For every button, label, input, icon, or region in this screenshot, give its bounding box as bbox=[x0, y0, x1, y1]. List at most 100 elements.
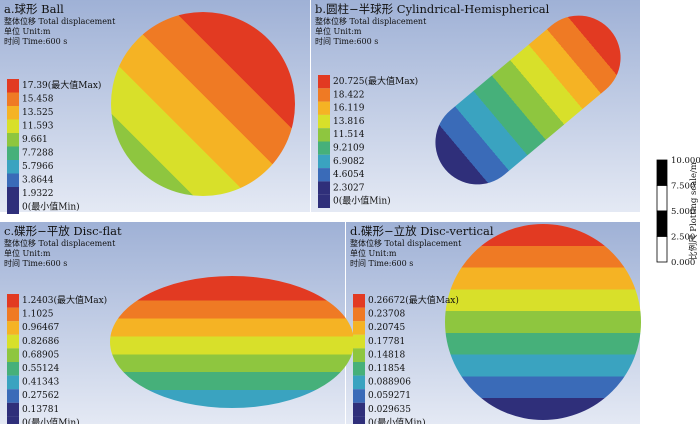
legend-swatch bbox=[7, 362, 19, 376]
legend-swatch bbox=[7, 348, 19, 362]
legend-swatch bbox=[7, 106, 19, 120]
legend-label: 0.96467 bbox=[22, 323, 59, 333]
legend-label: 0.82686 bbox=[22, 337, 59, 347]
legend-label: 0(最小值Min) bbox=[22, 201, 80, 213]
panel-title: c.碟形−平放 Disc-flat bbox=[4, 224, 122, 238]
legend-label: 13.816 bbox=[333, 117, 365, 127]
legend-label: 0.20745 bbox=[368, 323, 405, 333]
scale-tick: 2.500 bbox=[671, 233, 695, 243]
legend-label: 11.514 bbox=[333, 130, 365, 140]
legend-swatch bbox=[353, 348, 365, 362]
legend-swatch bbox=[318, 181, 330, 195]
legend-swatch bbox=[318, 168, 330, 182]
legend-label: 18.422 bbox=[333, 90, 365, 100]
scale-tick: 5.000 bbox=[671, 207, 695, 217]
legend-swatch bbox=[7, 92, 19, 106]
legend-swatch bbox=[7, 200, 19, 214]
legend-swatch bbox=[353, 375, 365, 390]
legend-swatch bbox=[318, 88, 330, 102]
legend-label: 0.55124 bbox=[22, 364, 59, 374]
time: 时间 Time:600 s bbox=[4, 258, 67, 268]
legend-label: 1.9322 bbox=[22, 189, 54, 199]
legend-label: 0.059271 bbox=[368, 391, 411, 401]
legend-swatch bbox=[318, 128, 330, 142]
legend-swatch bbox=[7, 79, 19, 93]
legend-label: 1.1025 bbox=[22, 310, 54, 320]
legend-label: 2.3027 bbox=[333, 183, 365, 193]
legend-swatch bbox=[353, 307, 365, 322]
legend-swatch bbox=[318, 75, 330, 89]
legend-label: 0.41343 bbox=[22, 378, 59, 388]
legend-swatch bbox=[318, 114, 330, 129]
time: 时间 Time:600 s bbox=[315, 36, 378, 46]
legend-label: 0.088906 bbox=[368, 378, 411, 388]
legend-swatch bbox=[353, 389, 365, 403]
scale-segment bbox=[656, 159, 668, 186]
legend-swatch bbox=[7, 119, 19, 133]
scale-label: 比例尺 Plotting scale/m bbox=[688, 162, 699, 260]
legend-label: 5.7966 bbox=[22, 162, 54, 172]
unit: 单位 Unit:m bbox=[4, 248, 51, 258]
legend-swatch bbox=[7, 321, 19, 335]
panel-title: d.碟形−立放 Disc-vertical bbox=[350, 224, 494, 238]
panel-title: b.圆柱−半球形 Cylindrical-Hemispherical bbox=[315, 2, 550, 16]
time: 时间 Time:600 s bbox=[4, 36, 67, 46]
legend-label: 0.029635 bbox=[368, 405, 411, 415]
legend-label: 9.2109 bbox=[333, 144, 365, 154]
legend-swatch bbox=[353, 402, 365, 417]
legend-swatch bbox=[7, 133, 19, 147]
legend-label: 13.525 bbox=[22, 108, 54, 118]
time: 时间 Time:600 s bbox=[350, 258, 413, 268]
legend-swatch bbox=[7, 402, 19, 417]
legend-swatch bbox=[353, 294, 365, 308]
ball-model bbox=[111, 12, 295, 196]
legend-label: 17.39(最大值Max) bbox=[22, 79, 101, 91]
legend-label: 20.725(最大值Max) bbox=[333, 75, 418, 87]
scale-tick: 0.000 bbox=[671, 258, 695, 268]
legend-label: 0.27562 bbox=[22, 391, 59, 401]
capsule-model bbox=[435, 15, 621, 185]
legend-swatch bbox=[7, 187, 19, 201]
legend-label: 0.17781 bbox=[368, 337, 405, 347]
scale-tick: 10.000 bbox=[671, 156, 700, 166]
legend-swatch bbox=[7, 334, 19, 349]
legend-swatch bbox=[318, 141, 330, 155]
legend-swatch bbox=[7, 294, 19, 308]
legend-label: 0(最小值Min) bbox=[333, 195, 391, 207]
legend-swatch bbox=[7, 160, 19, 174]
legend-label: 9.661 bbox=[22, 135, 48, 145]
legend-swatch bbox=[353, 416, 365, 424]
disc-flat-model bbox=[110, 276, 354, 408]
legend-label: 0.26672(最大值Max) bbox=[368, 294, 459, 306]
quantity: 整体位移 Total displacement bbox=[4, 16, 116, 26]
unit: 单位 Unit:m bbox=[4, 26, 51, 36]
legend-label: 4.6054 bbox=[333, 170, 365, 180]
panel-title: a.球形 Ball bbox=[4, 2, 64, 16]
scale-segment bbox=[656, 236, 668, 263]
legend-label: 15.458 bbox=[22, 95, 54, 105]
scale-segment bbox=[656, 185, 668, 212]
unit: 单位 Unit:m bbox=[315, 26, 362, 36]
legend-swatch bbox=[7, 146, 19, 160]
legend-label: 3.8644 bbox=[22, 176, 54, 186]
legend-swatch bbox=[318, 154, 330, 169]
unit: 单位 Unit:m bbox=[350, 248, 397, 258]
legend-swatch bbox=[318, 194, 330, 208]
legend-swatch bbox=[353, 362, 365, 376]
legend-label: 0(最小值Min) bbox=[22, 416, 80, 424]
legend-label: 6.9082 bbox=[333, 157, 365, 167]
scale-tick: 7.500 bbox=[671, 182, 695, 192]
legend-swatch bbox=[7, 375, 19, 390]
legend-label: 0.14818 bbox=[368, 350, 405, 360]
legend-swatch bbox=[7, 416, 19, 424]
quantity: 整体位移 Total displacement bbox=[4, 238, 116, 248]
legend-swatch bbox=[318, 101, 330, 115]
legend-swatch bbox=[353, 334, 365, 349]
legend-swatch bbox=[7, 173, 19, 187]
disc-vertical-model bbox=[445, 224, 641, 420]
legend-label: 0.68905 bbox=[22, 350, 59, 360]
legend-label: 0.23708 bbox=[368, 310, 405, 320]
